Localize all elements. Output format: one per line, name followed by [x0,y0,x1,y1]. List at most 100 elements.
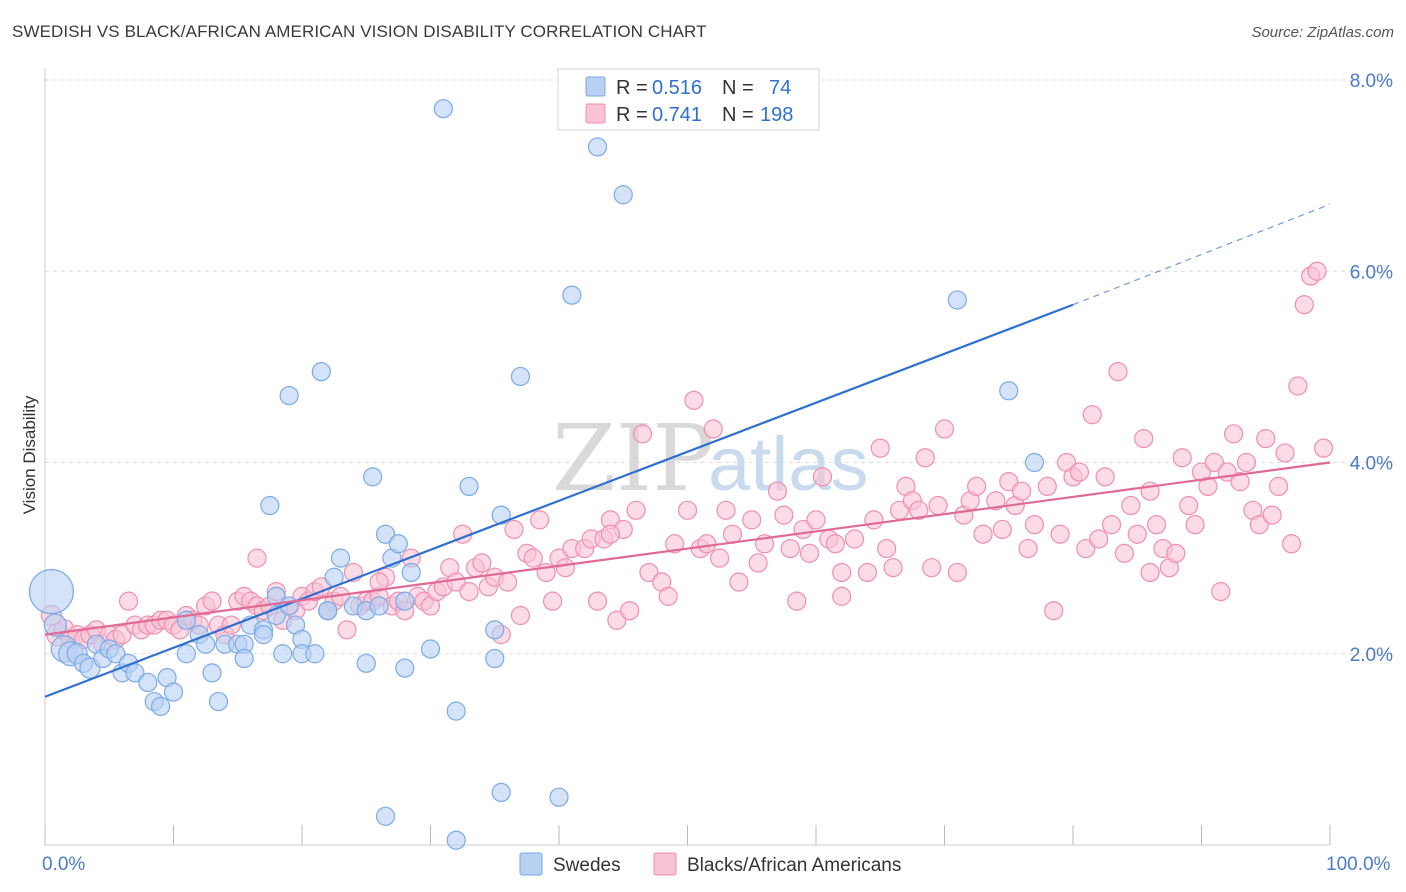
blacks-point-78 [542,591,563,611]
swedes-point-74 [999,381,1019,401]
blacks-point-117 [825,534,845,554]
blacks-point-137 [973,524,993,544]
swedes-point-55 [388,534,408,554]
swedes-point-60 [433,99,453,119]
swedes-point-63 [459,476,479,497]
blacks-point-159 [1127,524,1147,544]
swedes-point-32 [260,495,280,516]
bottom-legend: Swedes Blacks/African Americans [519,852,901,876]
watermark-atlas: atlas [708,422,869,507]
blacks-point-75 [523,548,543,568]
legend-swatch-swedes [585,76,606,97]
blacks-point-175 [1230,472,1250,492]
blacks-point-95 [665,534,685,554]
bottom-legend-swedes: Swedes [553,855,621,876]
swedes-point-62 [446,830,466,850]
blacks-point-91 [632,424,653,444]
blacks-point-67 [472,553,492,573]
swedes-point-0 [28,568,75,615]
blacks-point-181 [1268,476,1289,497]
swedes-point-49 [356,653,376,673]
blacks-point-65 [459,581,479,602]
swedes-point-1 [43,613,67,637]
blacks-point-123 [877,538,897,559]
blacks-point-118 [832,562,852,583]
blacks-point-144 [1024,515,1045,535]
blacks-point-180 [1262,505,1282,525]
blacks-point-156 [1108,362,1128,382]
blacks-point-193 [1140,562,1160,583]
blacks-point-138 [986,491,1006,511]
blacks-point-131 [928,495,948,516]
axes [44,68,1331,846]
blacks-point-157 [1114,543,1135,563]
blacks-point-174 [1224,424,1244,444]
swedes-point-72 [613,185,633,205]
bottom-legend-swatch-blacks [653,852,677,876]
source-credit: Source: ZipAtlas.com [1251,24,1394,41]
swedes-point-31 [253,625,274,645]
swedes-point-58 [401,562,421,583]
blacks-point-189 [247,548,267,568]
blacks-point-182 [1275,443,1295,463]
blacks-point-145 [1037,476,1057,497]
blacks-point-25 [202,591,222,611]
y-tick-label-1: 4.0% [1350,454,1393,475]
swedes-point-61 [446,701,466,721]
y-tick-label-2: 6.0% [1350,262,1393,283]
swedes-point-71 [587,137,608,157]
blacks-point-178 [1249,515,1269,535]
blacks-point-97 [684,390,704,410]
blacks-point-152 [1082,405,1102,425]
blacks-trend-line [44,461,1331,636]
blacks-point-153 [1089,529,1109,549]
swedes-point-24 [208,691,229,712]
swedes-trend-extension [1072,203,1331,306]
blacks-point-151 [1076,538,1096,559]
y-tick-labels: 2.0% 4.0% 6.0% 8.0% [1350,71,1393,666]
series-swedes-points [28,99,1045,850]
blacks-point-154 [1095,467,1115,487]
legend-n-label-1: N = [722,77,754,99]
blacks-point-158 [1121,495,1141,516]
blacks-point-124 [883,558,903,578]
blacks-point-132 [934,419,955,439]
swedes-trend-line [44,303,1074,698]
blacks-point-114 [806,510,826,530]
y-tick-label-0: 2.0% [1350,645,1393,666]
blacks-point-191 [600,524,621,544]
legend-n-label-2: N = [722,104,754,126]
watermark-zip: ZIP [552,405,714,512]
blacks-point-166 [1172,448,1192,468]
legend-r-label-2: R = [616,104,648,126]
blacks-point-119 [844,529,865,549]
blacks-point-100 [703,419,723,439]
watermark: ZIP atlas [552,405,869,512]
blacks-point-110 [780,538,800,559]
blacks-point-84 [587,591,608,611]
swedes-point-57 [395,658,415,678]
blacks-point-104 [729,572,749,592]
swedes-point-67 [491,782,511,803]
blacks-point-170 [1198,476,1218,497]
blacks-point-96 [677,500,698,520]
swedes-point-42 [311,362,331,382]
blacks-point-168 [1185,515,1205,535]
swedes-point-73 [947,290,967,310]
x-tick-right: 100.0% [1326,854,1391,875]
blacks-point-162 [1146,515,1167,535]
blacks-point-155 [1101,515,1122,535]
blacks-point-133 [947,562,967,583]
blacks-point-94 [658,586,678,606]
swedes-point-16 [151,696,171,716]
blacks-point-183 [1281,534,1302,554]
legend-r-value-2: 0.741 [652,104,702,126]
blacks-point-188 [1313,438,1334,458]
swedes-point-18 [163,682,184,702]
swedes-point-41 [305,644,325,664]
y-tick-label-3: 8.0% [1350,71,1393,92]
blacks-point-184 [1288,376,1308,396]
blacks-point-150 [1069,462,1090,482]
blacks-point-108 [767,481,788,501]
